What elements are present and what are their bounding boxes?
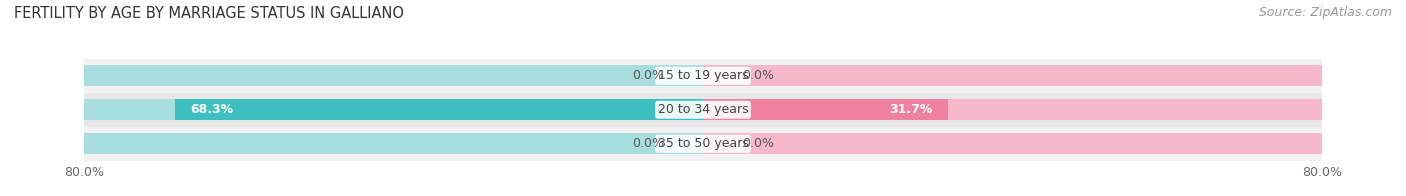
Bar [703,99,948,120]
Bar [84,93,1322,127]
Bar [84,65,703,86]
Bar [84,59,1322,93]
Bar [703,65,1322,86]
Text: 20 to 34 years: 20 to 34 years [658,103,748,116]
Text: 68.3%: 68.3% [190,103,233,116]
Text: Source: ZipAtlas.com: Source: ZipAtlas.com [1258,6,1392,19]
Text: 15 to 19 years: 15 to 19 years [658,69,748,82]
Bar [84,127,1322,161]
Text: 31.7%: 31.7% [890,103,932,116]
Text: 0.0%: 0.0% [742,69,773,82]
Bar [703,99,1322,120]
Text: 35 to 50 years: 35 to 50 years [658,137,748,150]
Bar [703,133,1322,154]
Bar [84,133,703,154]
Bar [84,99,703,120]
Text: 0.0%: 0.0% [633,69,665,82]
Text: 0.0%: 0.0% [742,137,773,150]
Text: FERTILITY BY AGE BY MARRIAGE STATUS IN GALLIANO: FERTILITY BY AGE BY MARRIAGE STATUS IN G… [14,6,404,21]
Legend: Married, Unmarried: Married, Unmarried [613,195,793,196]
Text: 0.0%: 0.0% [633,137,665,150]
Bar [174,99,703,120]
